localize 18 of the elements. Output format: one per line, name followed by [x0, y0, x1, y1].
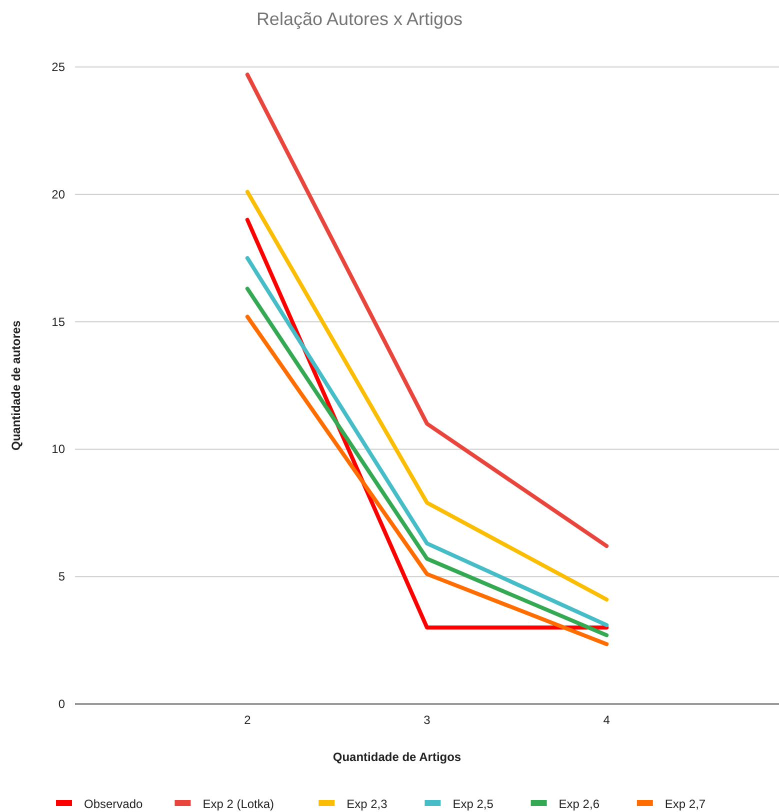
x-tick-label: 4 — [603, 713, 610, 727]
legend-label: Exp 2 (Lotka) — [202, 797, 274, 811]
y-tick-label: 25 — [52, 60, 66, 74]
chart-title: Relação Autores x Artigos — [256, 9, 463, 29]
x-tick-label: 2 — [244, 713, 252, 727]
x-tick-label: 3 — [424, 713, 431, 727]
legend-label: Exp 2,7 — [664, 797, 706, 811]
y-tick-label: 15 — [52, 314, 66, 329]
y-axis-title: Quantidade de autores — [9, 320, 23, 451]
legend-label: Observado — [84, 797, 144, 811]
y-tick-label: 10 — [52, 442, 66, 456]
y-tick-label: 0 — [58, 697, 66, 711]
y-tick-label: 5 — [58, 570, 66, 584]
legend-label: Exp 2,5 — [452, 797, 494, 811]
legend-label: Exp 2,6 — [558, 797, 600, 811]
x-axis-title: Quantidade de Artigos — [332, 750, 462, 764]
legend-label: Exp 2,3 — [346, 797, 388, 811]
y-tick-label: 20 — [52, 187, 66, 202]
